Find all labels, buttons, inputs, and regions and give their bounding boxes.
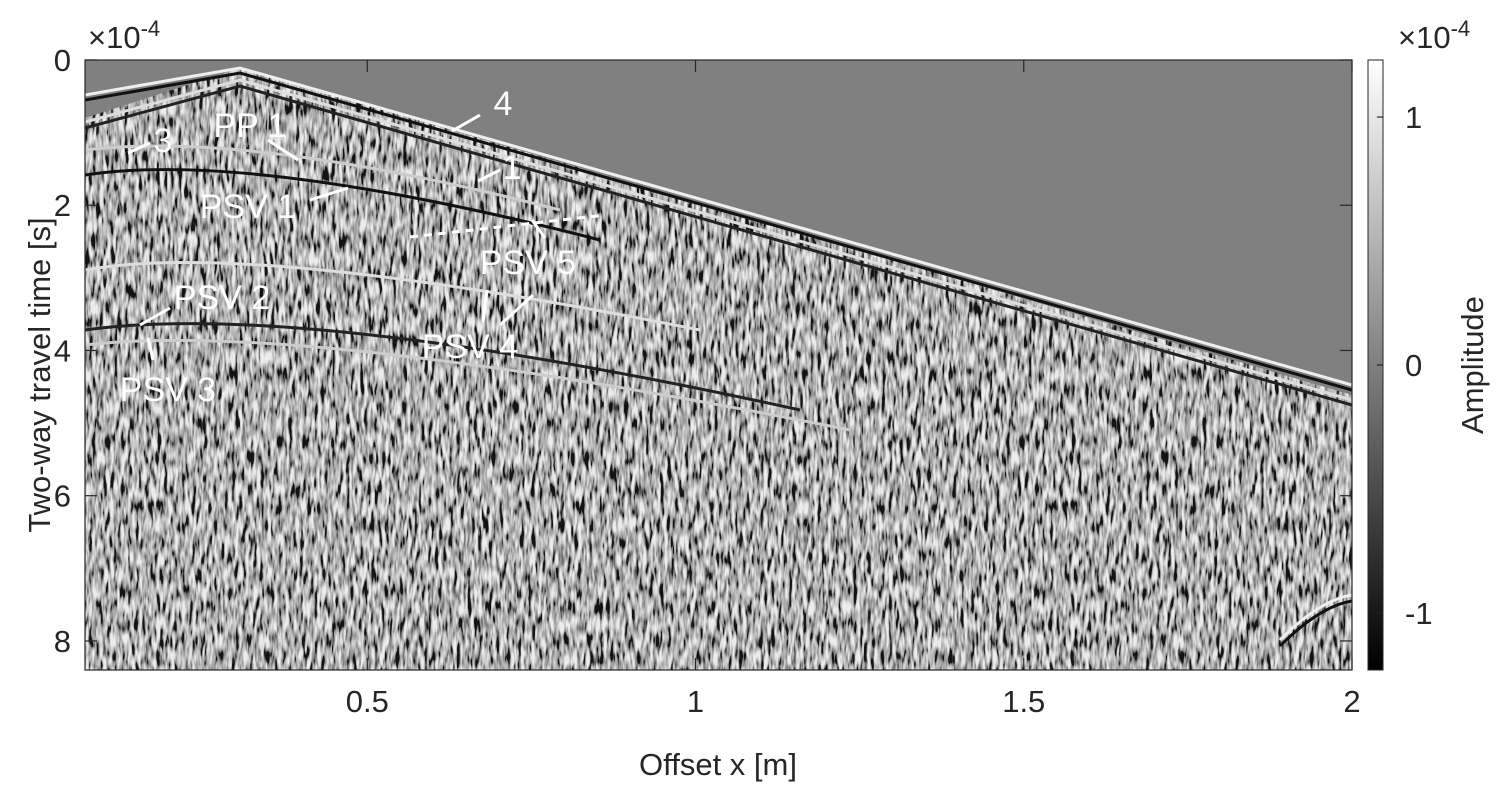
annotation: PSV 5 xyxy=(480,244,576,282)
annotation-leader xyxy=(481,289,489,323)
y-tick-label: 4 xyxy=(54,333,71,368)
annotation-leaders xyxy=(127,113,606,361)
annotation: 3 xyxy=(154,122,173,160)
annotation-leader xyxy=(139,306,171,327)
annotation-leader xyxy=(267,138,299,162)
y-tick-label: 6 xyxy=(54,479,71,514)
annotation-leader xyxy=(309,186,349,202)
annotation-leader xyxy=(530,219,547,239)
x-tick-label: 2 xyxy=(1343,684,1360,719)
annotation-leader xyxy=(146,337,155,361)
annotation: PSV 2 xyxy=(174,279,270,317)
annotation-leader xyxy=(127,141,151,155)
annotation: PP 1 xyxy=(213,107,286,145)
x-axis-label: Offset x [m] xyxy=(639,747,797,782)
annotation-leader xyxy=(498,293,535,327)
x-tick-label: 1 xyxy=(687,684,704,719)
y-tick-label: 8 xyxy=(54,624,71,659)
annotation-leader xyxy=(477,168,501,183)
colorbar-label: Amplitude xyxy=(1455,296,1490,434)
annotation: 4 xyxy=(494,85,513,123)
colorbar-tick-label: 0 xyxy=(1405,348,1422,383)
y-multiplier: ×10-4 xyxy=(88,16,160,55)
colorbar-tick-label: -1 xyxy=(1405,596,1433,631)
y-tick-label: 0 xyxy=(54,43,71,78)
annotation: PSV 4 xyxy=(422,328,518,366)
annotation: PSV 3 xyxy=(120,371,216,409)
colorbar-tick-label: 1 xyxy=(1405,100,1422,135)
annotation: PSV 1 xyxy=(200,188,296,226)
x-tick-label: 1.5 xyxy=(1002,684,1045,719)
colorbar-multiplier: ×10-4 xyxy=(1398,16,1470,55)
seismic-image xyxy=(85,60,1352,670)
annotation-leader xyxy=(451,113,481,133)
x-tick-label: 0.5 xyxy=(346,684,389,719)
axes-box xyxy=(84,59,1353,671)
y-axis-label: Two-way travel time [s] xyxy=(22,217,57,532)
annotation: 1 xyxy=(503,149,522,187)
y-tick-label: 2 xyxy=(54,188,71,223)
